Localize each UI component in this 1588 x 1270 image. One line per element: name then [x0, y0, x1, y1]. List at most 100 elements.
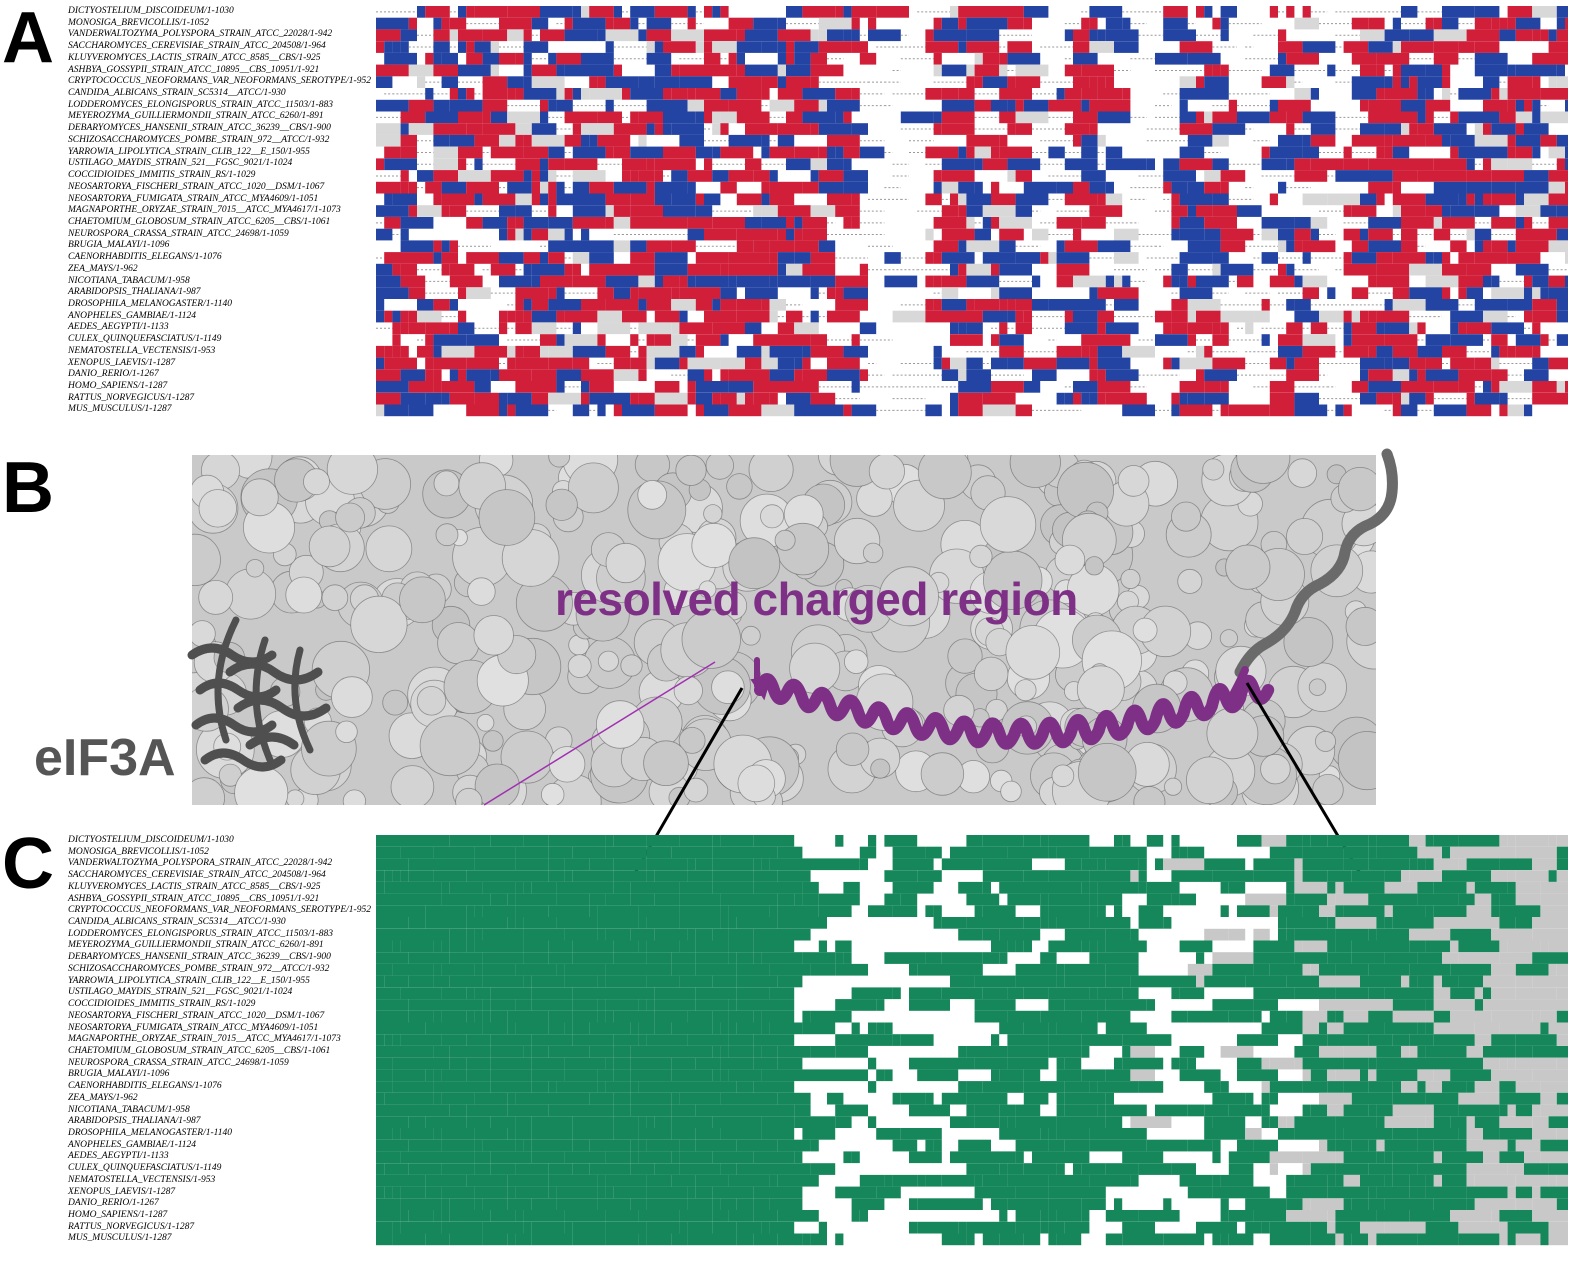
residue-block — [400, 146, 417, 159]
residue-block — [687, 170, 713, 182]
residue-block — [802, 181, 819, 194]
residue-block — [1433, 123, 1467, 135]
residue-block — [712, 392, 721, 405]
residue-block — [950, 322, 959, 335]
residue-block — [695, 88, 721, 100]
residue-block — [1384, 334, 1418, 346]
residue-block — [933, 357, 942, 370]
residue-block — [663, 88, 672, 100]
residue-block — [1286, 123, 1295, 135]
residue-block — [384, 310, 393, 323]
residue-block — [499, 275, 532, 288]
residue-block — [1278, 134, 1303, 147]
residue-block — [1073, 322, 1098, 335]
residue-block — [515, 158, 540, 171]
residue-block — [1458, 111, 1483, 124]
residue-block — [556, 193, 581, 206]
residue-block — [1302, 193, 1328, 206]
residue-block — [622, 392, 631, 405]
residue-block — [991, 217, 1000, 229]
residue-block — [515, 322, 532, 335]
residue-block — [720, 334, 729, 346]
residue-block — [687, 99, 704, 112]
residue-block — [622, 134, 631, 147]
residue-block — [1105, 193, 1123, 206]
residue-block — [630, 6, 655, 18]
residue-block — [671, 299, 696, 311]
residue-block — [786, 6, 803, 18]
residue-block — [1425, 193, 1459, 206]
residue-block — [1007, 170, 1016, 182]
species-name: XENOPUS_LAEVIS/1-1287 — [68, 1186, 176, 1197]
residue-block — [728, 52, 737, 65]
residue-block — [425, 6, 450, 18]
residue-block — [408, 64, 434, 77]
residue-block — [1507, 240, 1516, 253]
residue-block — [1565, 381, 1568, 393]
residue-block — [991, 381, 1024, 393]
residue-block — [507, 29, 524, 42]
residue-block — [458, 287, 467, 299]
residue-block — [548, 217, 573, 229]
residue-block — [1548, 146, 1565, 159]
residue-block — [1064, 64, 1082, 77]
residue-block — [1499, 17, 1508, 30]
residue-block — [933, 17, 942, 30]
residue-block — [786, 41, 795, 53]
residue-block — [1515, 217, 1524, 229]
residue-block — [540, 181, 549, 194]
residue-block — [515, 193, 532, 206]
residue-block — [679, 310, 688, 323]
residue-block — [458, 158, 467, 171]
residue-block — [1565, 334, 1568, 346]
residue-block — [786, 310, 803, 323]
residue-block — [1384, 146, 1393, 159]
species-name: MONOSIGA_BREVICOLLIS/1-1052 — [68, 846, 209, 857]
residue-block — [1146, 158, 1155, 171]
residue-block — [630, 193, 655, 206]
residue-block — [1089, 205, 1123, 217]
residue-block — [1196, 404, 1213, 417]
residue-block — [581, 64, 614, 77]
residue-block — [1114, 228, 1139, 241]
residue-block — [556, 64, 565, 77]
residue-block — [425, 181, 442, 194]
residue-block — [1433, 181, 1467, 194]
residue-block — [630, 392, 639, 405]
residue-block — [1442, 263, 1467, 276]
species-name: MAGNAPORTHE_ORYZAE_STRAIN_7015__ATCC_MYA… — [68, 205, 341, 216]
residue-block — [433, 193, 442, 206]
residue-block — [1433, 252, 1442, 264]
residue-block — [1360, 310, 1369, 323]
residue-block — [1179, 252, 1213, 264]
residue-block — [384, 404, 409, 417]
residue-block — [974, 52, 983, 65]
residue-block — [1278, 99, 1311, 112]
residue-block — [786, 392, 811, 405]
residue-block — [1015, 170, 1032, 182]
residue-block — [1515, 240, 1549, 253]
residue-block — [548, 170, 557, 182]
residue-block — [843, 181, 868, 194]
residue-block — [1081, 64, 1114, 77]
residue-block — [728, 76, 762, 88]
residue-block — [605, 205, 614, 217]
residue-block — [1302, 41, 1336, 53]
residue-block — [966, 357, 983, 370]
residue-block — [1269, 111, 1278, 124]
residue-block — [1204, 181, 1221, 194]
residue-block — [1474, 299, 1508, 311]
residue-block — [827, 310, 860, 323]
residue-block — [728, 381, 754, 393]
residue-block — [1343, 146, 1352, 159]
residue-block — [1409, 357, 1426, 370]
residue-block — [605, 275, 622, 288]
residue-block — [1442, 134, 1451, 147]
residue-block — [777, 64, 786, 77]
species-name: RATTUS_NORVEGICUS/1-1287 — [68, 392, 195, 403]
residue-block — [999, 64, 1008, 77]
residue-block — [441, 205, 450, 217]
residue-block — [548, 52, 557, 65]
residue-block — [704, 228, 737, 241]
residue-block — [736, 299, 762, 311]
